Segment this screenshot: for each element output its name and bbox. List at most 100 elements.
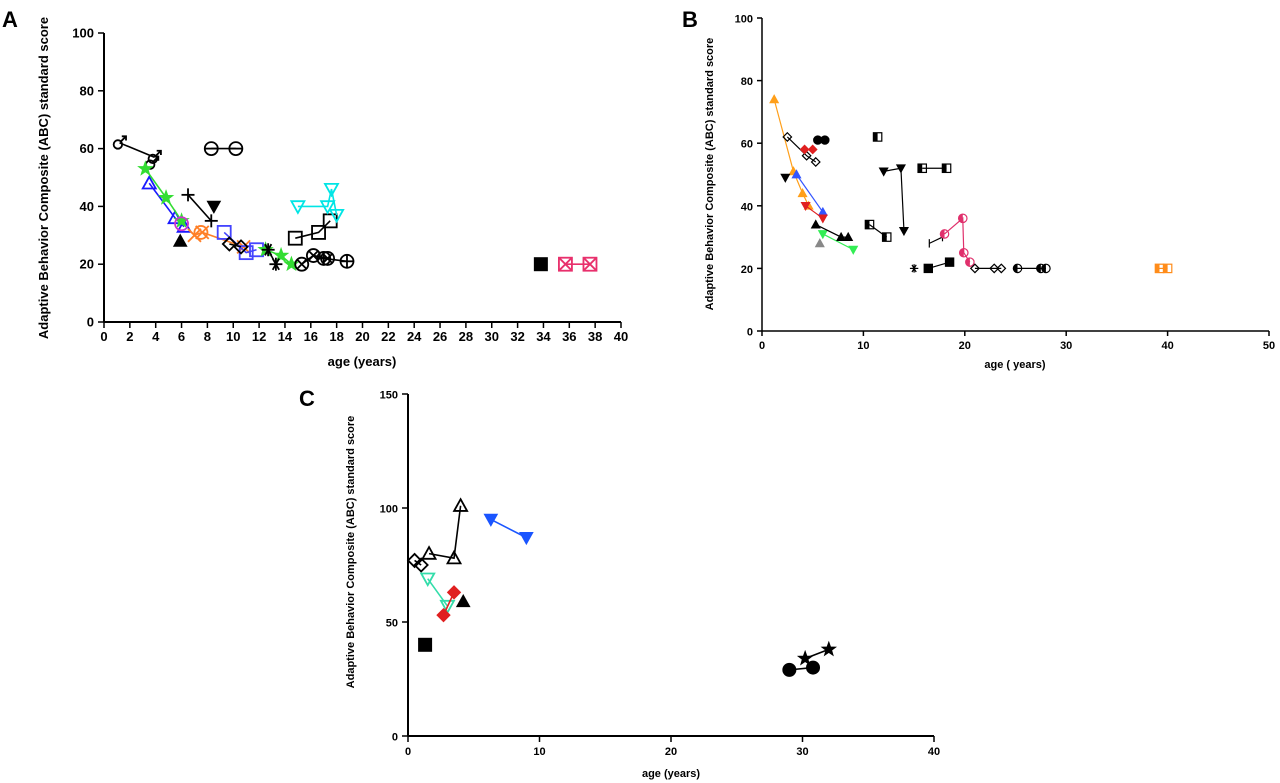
panel-b-series-18-line <box>944 217 971 263</box>
panel-b-series-3-point <box>780 173 791 183</box>
panel-c-series-5 <box>455 593 471 608</box>
panel-a-y-tick-label: 0 <box>87 315 94 330</box>
panel-b-series-2 <box>782 131 821 168</box>
panel-a-series-21-point <box>582 256 598 272</box>
panel-b-series-8-point <box>817 230 828 240</box>
panel-c-series-3-line <box>427 578 449 607</box>
panel-b-series-21 <box>1154 263 1173 274</box>
panel-a-series-11-point <box>193 225 209 240</box>
panel-a-series-18-point <box>339 253 355 269</box>
panel-a-series-9-point <box>172 233 188 247</box>
panel-b-series-1-line <box>773 99 810 207</box>
panel-b-series-6 <box>791 169 828 216</box>
panel-a-series-12-point <box>216 225 232 240</box>
panel-c-x-tick-label: 40 <box>928 746 940 758</box>
panel-c-x-tick-label: 20 <box>665 746 677 758</box>
panel-b-y-tick-label: 40 <box>741 201 753 213</box>
panel-b-series-16-point <box>909 264 919 273</box>
panel-b-series-16 <box>909 264 919 273</box>
panel-a-series-6 <box>174 216 189 232</box>
panel-b-series-19-point <box>969 263 980 274</box>
panel-c-series-2-point <box>445 549 463 565</box>
panel-c-series-5-point <box>455 593 471 608</box>
panel-a-x-tick-label: 4 <box>152 329 160 344</box>
panel-b-x-tick-label: 50 <box>1263 340 1275 352</box>
panel-b-series-3 <box>780 173 791 183</box>
panel-c-x-tick-label: 0 <box>405 746 411 758</box>
panel-c-x-tick-label: 30 <box>796 746 808 758</box>
panel-c-series-2-line <box>428 505 462 560</box>
panel-b-series-19-point <box>996 263 1007 274</box>
panel-c-series-2-point <box>420 545 438 560</box>
panel-a-x-tick-label: 20 <box>355 329 369 344</box>
panel-c-series-6-point <box>418 637 433 652</box>
panel-b-series-8 <box>817 230 859 255</box>
panel-b-series-20-point <box>1041 263 1051 274</box>
panel-a-x-tick-label: 18 <box>329 329 343 344</box>
panel-b-series-13-line <box>883 167 905 231</box>
panel-b-series-9-point <box>843 231 854 241</box>
panel-a-series-21 <box>558 256 598 272</box>
panel-a-series-5-point <box>157 189 175 205</box>
panel-b-series-9-point <box>810 219 821 229</box>
panel-a-series-16 <box>287 213 338 246</box>
panel-a-series-17 <box>294 248 336 272</box>
panel-a-series-8 <box>206 200 222 214</box>
panel-b-series-15-point <box>923 263 933 274</box>
panel-c-series-7-line <box>490 518 527 539</box>
panel-b-series-13-point <box>878 167 889 177</box>
panel-b-series-4-point <box>807 144 818 155</box>
panel-b-series-8-line <box>822 233 854 251</box>
panel-a-series-7 <box>181 188 218 228</box>
panel-a-series-7-point <box>181 188 195 202</box>
panel-b-series-6-line <box>795 174 824 213</box>
panel-a-series-19-point <box>328 208 345 224</box>
panel-c-series-9-point <box>820 640 838 657</box>
panel-a-series-16-point <box>287 230 303 246</box>
panel-c-series-2-point <box>452 497 469 512</box>
panel-a-series-21-point <box>558 256 573 272</box>
panel-a-series-14-point <box>272 246 290 263</box>
panel-a-x-tick-label: 0 <box>100 329 107 344</box>
panel-a-series-3-point <box>228 141 244 157</box>
panel-a-x-tick-label: 14 <box>278 329 293 344</box>
panel-c-y-tick-label: 50 <box>386 618 398 630</box>
panel-a-series-15 <box>261 243 283 271</box>
panel-b-series-2-line <box>786 136 817 163</box>
panel-a-series-20 <box>533 257 548 272</box>
panel-c-label: C <box>299 386 315 411</box>
panel-b-series-15-point <box>944 257 955 267</box>
panel-c-series-7 <box>483 513 534 546</box>
panel-b-series-5 <box>813 135 830 145</box>
panel-a-series-14 <box>257 241 300 272</box>
panel-b-series-2-point <box>810 156 821 168</box>
panel-b-label: B <box>682 7 698 32</box>
panel-b-x-tick-label: 40 <box>1161 340 1173 352</box>
panel-b-series-5-point <box>820 135 830 145</box>
panel-b-series-15 <box>923 257 955 274</box>
panel-a-series-11 <box>193 225 209 240</box>
panel-b-y-tick-label: 60 <box>741 139 753 151</box>
panel-a-x-tick-label: 8 <box>204 329 211 344</box>
panel-c-series-6 <box>418 637 433 652</box>
panel-b-series-18-point <box>957 213 968 224</box>
panel-a-series-7-point <box>204 214 218 228</box>
panel-a-x-tick-label: 34 <box>536 329 551 344</box>
panel-a-x-tick-label: 38 <box>588 329 602 344</box>
panel-a-series-1 <box>112 135 162 165</box>
panel-b-series-21-point <box>1162 263 1173 274</box>
panel-b-series-18-point <box>939 229 950 239</box>
panel-b-series-6-point <box>817 206 828 216</box>
panel-c-y-tick-label: 0 <box>392 732 398 744</box>
panel-b-series-14-point <box>941 163 952 174</box>
panel-b-series-7-point <box>800 201 811 212</box>
panel-a-y-tick-label: 100 <box>72 26 94 41</box>
panel-a-series-17-point <box>294 256 310 272</box>
panel-b-series-7 <box>800 201 828 224</box>
panel-a-label: A <box>2 7 18 32</box>
panel-c-series-7-point <box>519 531 534 546</box>
panel-c-series-1 <box>406 552 429 573</box>
panel-b-series-13-point <box>895 164 906 174</box>
panel-a-series-13-point <box>221 236 238 252</box>
panel-a-series-15-point <box>269 257 283 271</box>
